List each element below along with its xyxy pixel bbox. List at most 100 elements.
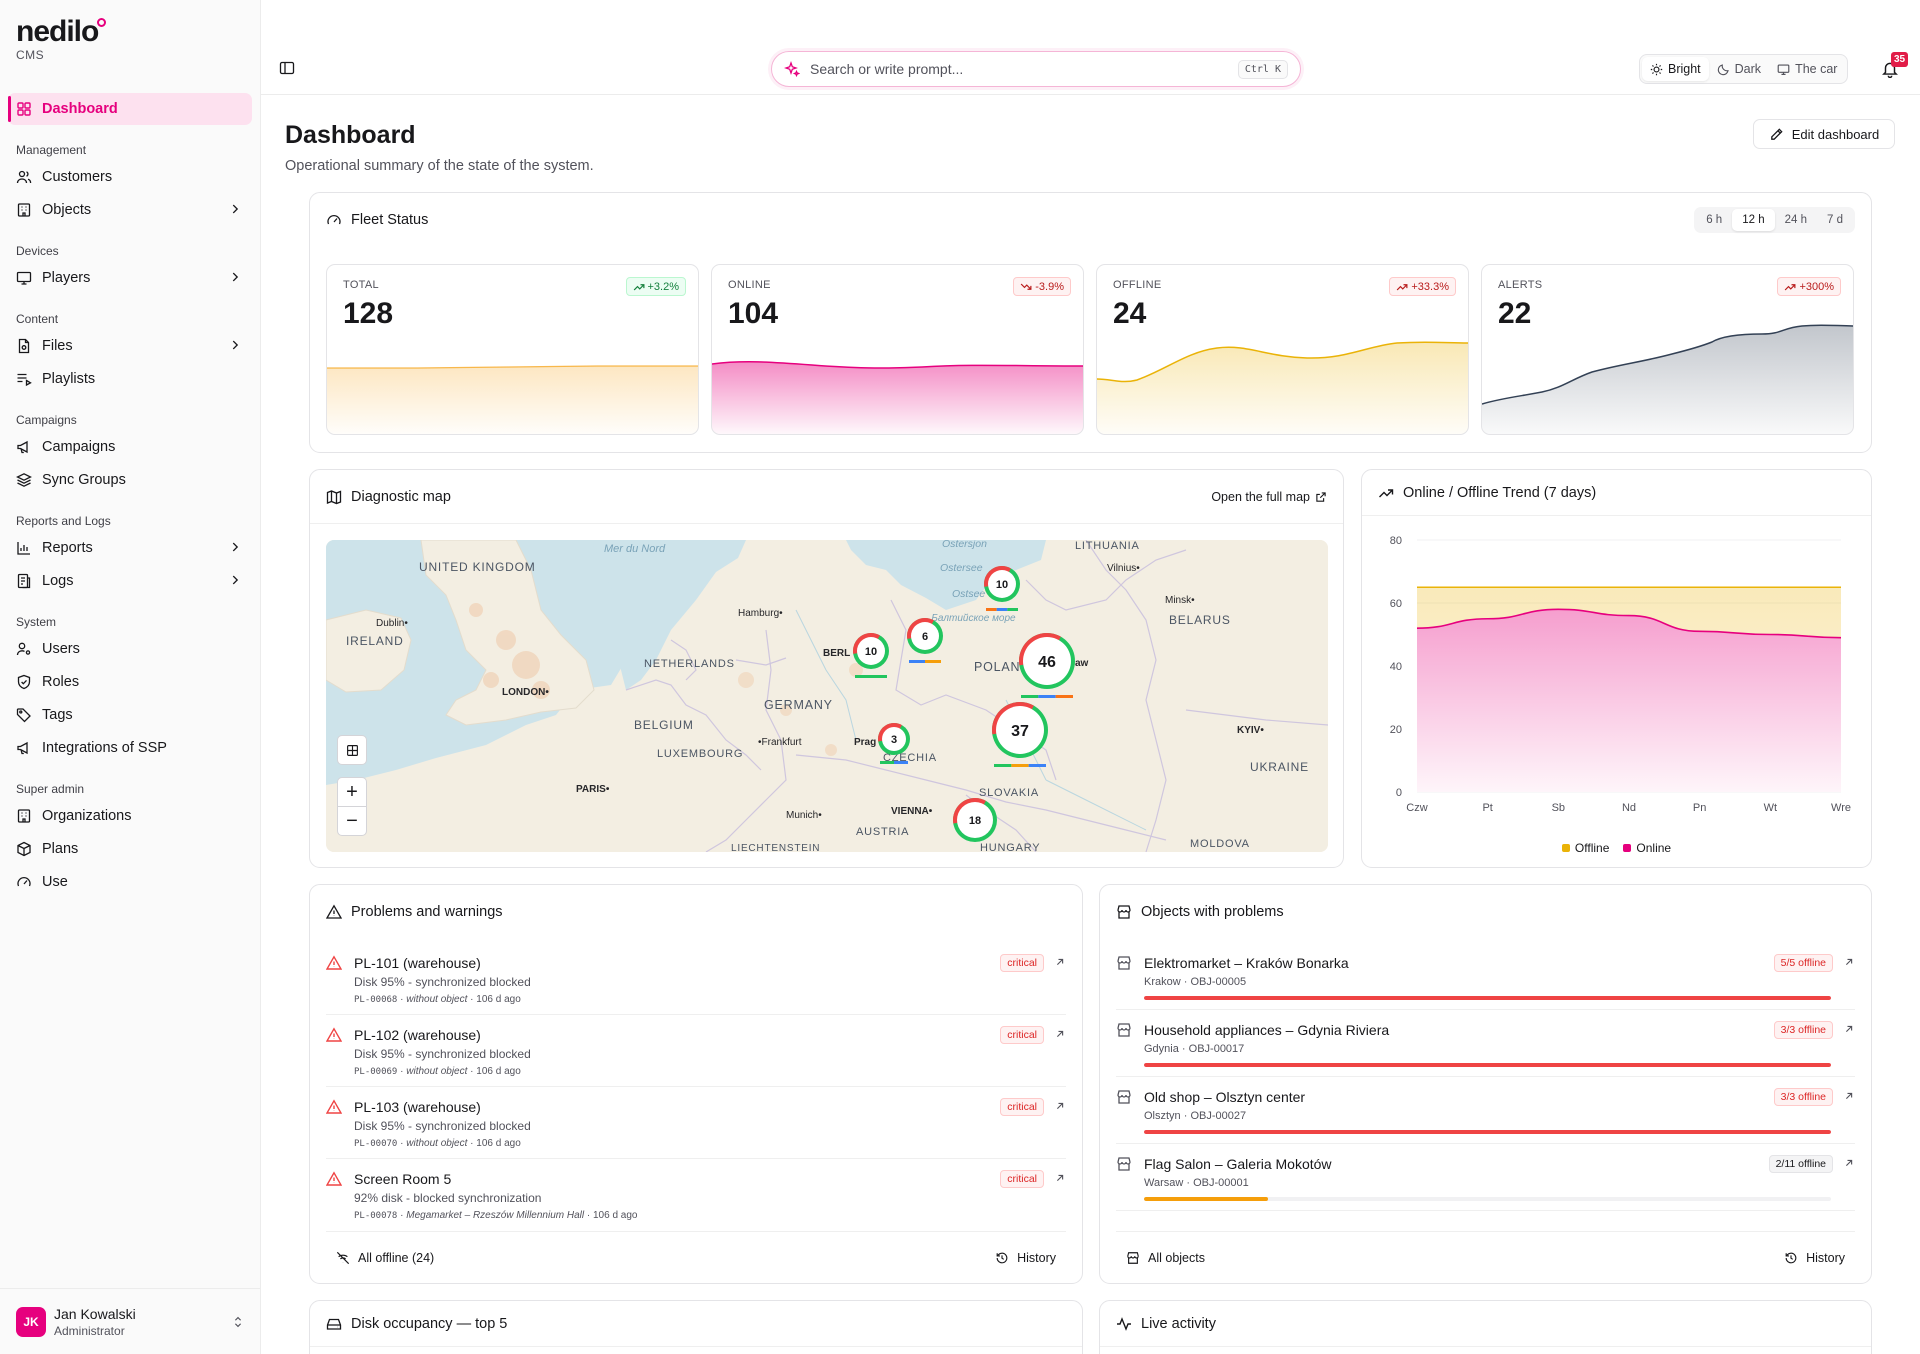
sidebar-item-files[interactable]: Files [8,330,252,362]
sidebar-item-label: Files [42,338,73,354]
sidebar-item-players[interactable]: Players [8,262,252,294]
problem-row[interactable]: PL-102 (warehouse) Disk 95% - synchronize… [326,1015,1066,1087]
wifi-off-icon [336,1251,350,1264]
all-offline-link[interactable]: All offline (24) [336,1251,434,1265]
stat-card-alerts[interactable]: ALERTS 22 +300% [1481,264,1854,435]
sidebar-item-playlists[interactable]: Playlists [8,363,252,395]
sidebar-item-tags[interactable]: Tags [8,699,252,731]
chevrons-up-down-icon[interactable] [231,1315,245,1329]
map-label-frankfurt: •Frankfurt [758,737,802,748]
chevron-right-icon[interactable] [228,540,242,554]
object-row[interactable]: Elektromarket – Kraków Bonarka Krakow · O… [1116,943,1855,1010]
chevron-right-icon[interactable] [228,270,242,284]
tag-icon [16,708,31,723]
store-icon [1117,956,1131,970]
map-label-berlin: BERL [823,648,851,659]
stat-card-offline[interactable]: OFFLINE 24 +33.3% [1096,264,1469,435]
map-background [326,540,1328,852]
arrow-up-right-icon[interactable] [1054,1172,1066,1184]
problem-row[interactable]: PL-103 (warehouse) Disk 95% - synchronize… [326,1087,1066,1159]
stat-card-online[interactable]: ONLINE 104 -3.9% [711,264,1084,435]
theme-switcher: Bright Dark The car [1639,54,1849,84]
chevron-right-icon[interactable] [228,573,242,587]
problems-header: Problems and warnings [310,885,1082,933]
object-row[interactable]: Old shop – Olsztyn center Olsztyn · OBJ-0… [1116,1077,1855,1144]
sidebar-item-sync-groups[interactable]: Sync Groups [8,464,252,496]
range-6h[interactable]: 6 h [1706,214,1723,226]
theme-dark-button[interactable]: Dark [1709,57,1769,81]
edit-dashboard-button[interactable]: Edit dashboard [1753,119,1895,149]
object-row[interactable]: Household appliances – Gdynia Riviera Gdy… [1116,1010,1855,1077]
arrow-up-right-icon[interactable] [1843,1023,1855,1035]
map-canvas[interactable]: UNITED KINGDOM IRELAND Dublin• LONDON• M… [326,540,1328,852]
sidebar-item-objects[interactable]: Objects [8,194,252,226]
range-7d[interactable]: 7 d [1827,214,1843,226]
sidebar-item-reports[interactable]: Reports [8,532,252,564]
logo[interactable]: nedilo CMS [16,16,107,62]
severity-badge: critical [1000,1026,1044,1044]
map-label-paris: PARIS• [576,784,610,795]
map-label-north-sea: Mer du Nord [604,543,666,555]
x-tick-label: Nd [1622,802,1636,814]
chevron-right-icon[interactable] [228,202,242,216]
zoom-in-button[interactable]: + [337,777,367,807]
arrow-up-right-icon[interactable] [1054,1028,1066,1040]
zoom-out-button[interactable]: − [337,806,367,836]
store-icon [1127,1251,1139,1264]
sidebar-item-campaigns[interactable]: Campaigns [8,431,252,463]
search-input[interactable] [810,61,1238,77]
gauge-icon [327,214,341,225]
sidebar-item-use[interactable]: Use [8,866,252,898]
problem-title: PL-102 (warehouse) [354,1027,481,1043]
logs-icon [17,573,31,589]
disk-occupancy-card: Disk occupancy — top 5 [309,1300,1083,1354]
x-tick-label: Wre [1831,802,1851,814]
user-menu[interactable]: JK Jan Kowalski Administrator [0,1288,261,1354]
problem-object: without object [406,1138,468,1149]
arrow-up-right-icon[interactable] [1843,1090,1855,1102]
problem-row[interactable]: Screen Room 5 92% disk - blocked synchron… [326,1159,1066,1229]
chevron-right-icon[interactable] [228,338,242,352]
history-link[interactable]: History [1784,1251,1845,1265]
sidebar-item-users[interactable]: Users [8,633,252,665]
problem-row[interactable]: PL-101 (warehouse) Disk 95% - synchronize… [326,943,1066,1015]
stat-delta-badge: +300% [1777,277,1841,296]
sidebar-item-customers[interactable]: Customers [8,161,252,193]
all-objects-link[interactable]: All objects [1126,1251,1205,1265]
problems-title: Problems and warnings [351,904,503,920]
theme-car-button[interactable]: The car [1769,57,1845,81]
map-label-germany: GERMANY [764,698,833,712]
legend-swatch [1623,844,1632,852]
object-row[interactable]: Flag Salon – Galeria Mokotów Warsaw · OBJ… [1116,1144,1855,1211]
search-bar[interactable]: Ctrl K [771,51,1301,87]
layers-toggle-button[interactable] [337,735,367,765]
arrow-up-right-icon[interactable] [1843,956,1855,968]
sidebar-item-organizations[interactable]: Organizations [8,800,252,832]
sidebar-toggle-icon[interactable] [279,60,295,76]
sidebar-item-dashboard[interactable]: Dashboard [8,93,252,125]
legend-online[interactable]: Online [1623,841,1671,855]
range-24h[interactable]: 24 h [1784,214,1807,226]
trend-chart: 0 20 40 60 80 Czw Pt Sb Nd Pn Wt Wre [1390,535,1851,814]
sidebar-item-integrations[interactable]: Integrations of SSP [8,732,252,764]
offline-ratio-bar [1144,1063,1831,1067]
history-link[interactable]: History [995,1251,1056,1265]
sidebar-item-label: Tags [42,707,73,723]
theme-bright-button[interactable]: Bright [1642,57,1709,81]
sidebar-item-plans[interactable]: Plans [8,833,252,865]
arrow-up-right-icon[interactable] [1054,1100,1066,1112]
sidebar-item-roles[interactable]: Roles [8,666,252,698]
arrow-up-right-icon[interactable] [1843,1157,1855,1169]
notification-count-badge: 35 [1891,52,1908,67]
range-12h[interactable]: 12 h [1732,209,1775,231]
layers-icon [16,473,32,487]
y-tick-label: 20 [1390,724,1402,736]
trend-legend: Offline Online [1362,841,1871,855]
stat-value: 104 [728,297,779,330]
x-tick-label: Pt [1482,802,1492,814]
arrow-up-right-icon[interactable] [1054,956,1066,968]
open-full-map-link[interactable]: Open the full map [1211,490,1327,504]
stat-card-total[interactable]: TOTAL 128 +3.2% [326,264,699,435]
legend-offline[interactable]: Offline [1561,841,1609,855]
sidebar-item-logs[interactable]: Logs [8,565,252,597]
